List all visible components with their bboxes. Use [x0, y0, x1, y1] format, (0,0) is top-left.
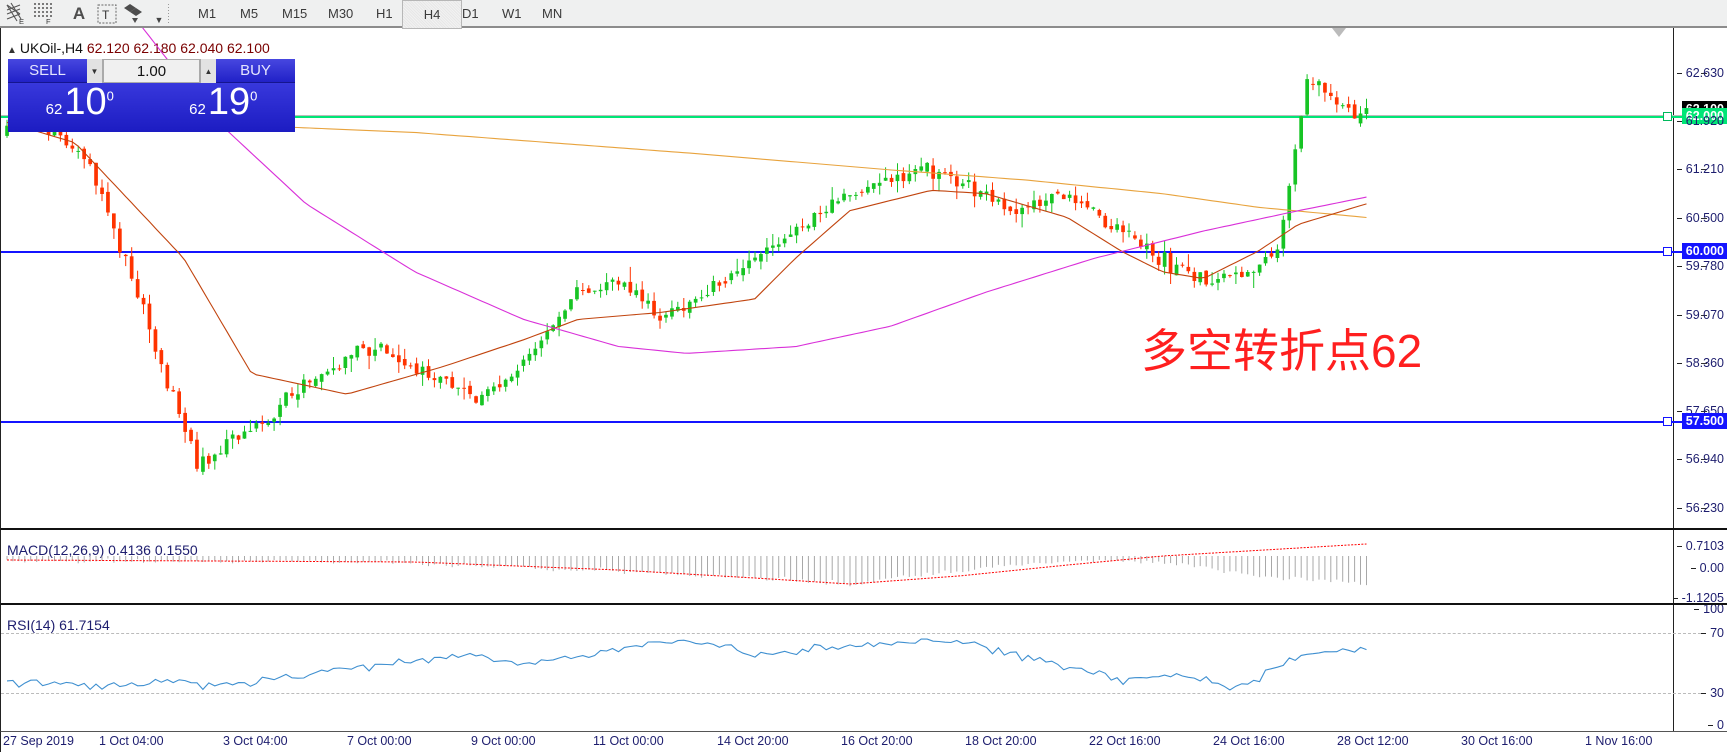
svg-text:F: F [46, 17, 51, 26]
svg-text:T: T [102, 8, 110, 22]
svg-text:E: E [19, 17, 24, 26]
